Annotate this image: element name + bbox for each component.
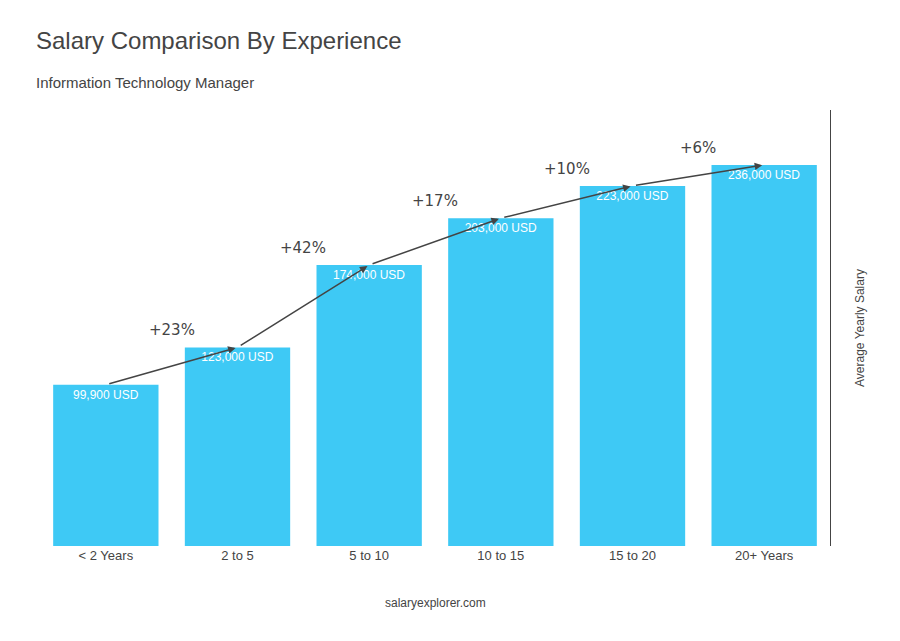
svg-text:5 to 10: 5 to 10 [349, 548, 389, 563]
svg-text:20+ Years: 20+ Years [735, 548, 794, 563]
svg-text:2 to 5: 2 to 5 [221, 548, 254, 563]
svg-text:236,000 USD: 236,000 USD [728, 168, 800, 182]
svg-text:Salary Comparison By Experienc: Salary Comparison By Experience [36, 27, 402, 54]
svg-text:223,000 USD: 223,000 USD [596, 189, 668, 203]
svg-text:< 2 Years: < 2 Years [79, 548, 134, 563]
svg-text:10 to 15: 10 to 15 [477, 548, 524, 563]
svg-text:203,000 USD: 203,000 USD [465, 221, 537, 235]
svg-text:+10%: +10% [544, 160, 590, 178]
svg-text:Information Technology Manager: Information Technology Manager [36, 74, 254, 91]
svg-text:99,900 USD: 99,900 USD [73, 388, 139, 402]
svg-text:+6%: +6% [680, 139, 716, 157]
svg-text:+23%: +23% [149, 321, 195, 339]
svg-text:+17%: +17% [412, 192, 458, 210]
svg-text:15 to 20: 15 to 20 [609, 548, 656, 563]
svg-text:+42%: +42% [280, 239, 326, 257]
svg-text:salaryexplorer.com: salaryexplorer.com [385, 596, 486, 610]
svg-text:174,000 USD: 174,000 USD [333, 268, 405, 282]
svg-text:Average Yearly Salary: Average Yearly Salary [853, 269, 867, 387]
svg-text:123,000 USD: 123,000 USD [201, 350, 273, 364]
